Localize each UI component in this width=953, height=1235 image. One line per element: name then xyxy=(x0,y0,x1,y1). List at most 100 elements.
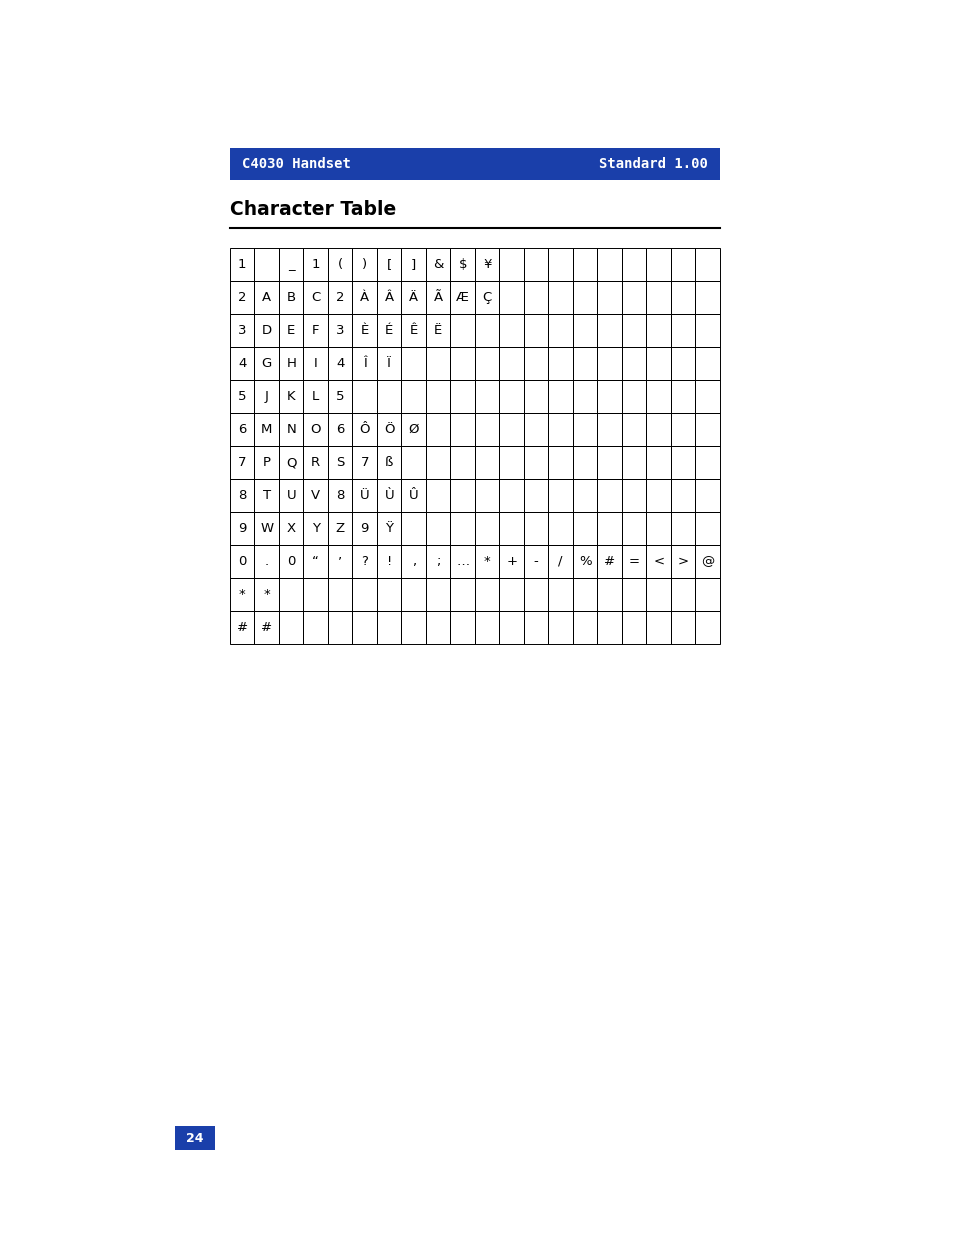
Bar xyxy=(401,479,426,513)
Bar xyxy=(426,314,450,347)
Bar xyxy=(695,380,720,412)
Bar xyxy=(352,545,376,578)
Text: H: H xyxy=(286,357,295,370)
Bar xyxy=(254,347,278,380)
Bar xyxy=(573,248,597,282)
Text: #: # xyxy=(261,621,272,634)
Bar xyxy=(670,380,695,412)
Bar xyxy=(328,380,352,412)
Bar xyxy=(646,513,670,545)
Text: Ê: Ê xyxy=(409,324,417,337)
Bar xyxy=(621,446,646,479)
Bar xyxy=(230,479,254,513)
Bar xyxy=(475,446,499,479)
Text: Ä: Ä xyxy=(409,291,417,304)
Bar xyxy=(499,446,523,479)
Text: ’: ’ xyxy=(337,555,342,568)
Bar xyxy=(450,314,475,347)
Bar xyxy=(670,347,695,380)
Bar xyxy=(573,446,597,479)
Bar xyxy=(597,611,621,643)
Bar xyxy=(597,314,621,347)
Text: R: R xyxy=(311,456,320,469)
Bar xyxy=(401,380,426,412)
Bar xyxy=(278,412,303,446)
Bar xyxy=(499,611,523,643)
Bar xyxy=(254,248,278,282)
Bar xyxy=(523,611,548,643)
Text: Standard 1.00: Standard 1.00 xyxy=(598,157,707,170)
Bar xyxy=(670,611,695,643)
Bar xyxy=(450,412,475,446)
Bar xyxy=(499,578,523,611)
Bar xyxy=(352,578,376,611)
Text: Y: Y xyxy=(312,522,319,535)
Bar xyxy=(621,248,646,282)
Bar xyxy=(426,446,450,479)
Bar xyxy=(621,282,646,314)
Text: !: ! xyxy=(386,555,392,568)
Bar xyxy=(426,282,450,314)
Bar xyxy=(303,248,328,282)
Bar xyxy=(328,412,352,446)
Bar xyxy=(352,314,376,347)
Bar xyxy=(230,314,254,347)
Text: Ü: Ü xyxy=(359,489,369,501)
Bar xyxy=(646,479,670,513)
Text: .: . xyxy=(264,555,269,568)
Text: Ë: Ë xyxy=(434,324,442,337)
Bar xyxy=(278,611,303,643)
Bar xyxy=(523,347,548,380)
Bar xyxy=(254,611,278,643)
Text: Ø: Ø xyxy=(408,424,418,436)
Bar xyxy=(303,314,328,347)
Text: ¥: ¥ xyxy=(482,258,491,270)
Bar xyxy=(475,611,499,643)
Text: 6: 6 xyxy=(238,424,246,436)
Text: ß: ß xyxy=(385,456,393,469)
Bar xyxy=(670,446,695,479)
Bar xyxy=(548,578,573,611)
Text: @: @ xyxy=(700,555,714,568)
Bar xyxy=(499,380,523,412)
Bar xyxy=(597,479,621,513)
Bar xyxy=(230,545,254,578)
Text: Ö: Ö xyxy=(384,424,395,436)
Bar xyxy=(303,513,328,545)
Bar xyxy=(303,545,328,578)
Text: -: - xyxy=(534,555,538,568)
Bar xyxy=(475,380,499,412)
Bar xyxy=(695,578,720,611)
Bar xyxy=(621,380,646,412)
Text: &: & xyxy=(433,258,443,270)
Text: O: O xyxy=(310,424,320,436)
Bar xyxy=(695,347,720,380)
Bar xyxy=(230,578,254,611)
Bar xyxy=(475,578,499,611)
Bar xyxy=(230,380,254,412)
Text: 8: 8 xyxy=(335,489,344,501)
Bar xyxy=(278,380,303,412)
Text: I: I xyxy=(314,357,317,370)
Bar xyxy=(695,479,720,513)
Bar xyxy=(499,412,523,446)
Bar xyxy=(230,282,254,314)
Text: 0: 0 xyxy=(238,555,246,568)
Text: *: * xyxy=(483,555,490,568)
Bar xyxy=(376,248,401,282)
Bar xyxy=(328,282,352,314)
Bar xyxy=(548,513,573,545)
Bar xyxy=(303,479,328,513)
Bar xyxy=(548,380,573,412)
Bar xyxy=(621,314,646,347)
Text: ?: ? xyxy=(361,555,368,568)
Bar xyxy=(573,412,597,446)
Bar xyxy=(475,545,499,578)
Bar xyxy=(475,347,499,380)
Bar xyxy=(426,479,450,513)
Text: Û: Û xyxy=(409,489,418,501)
Bar xyxy=(328,545,352,578)
Bar xyxy=(328,578,352,611)
Bar xyxy=(499,314,523,347)
Bar xyxy=(352,380,376,412)
